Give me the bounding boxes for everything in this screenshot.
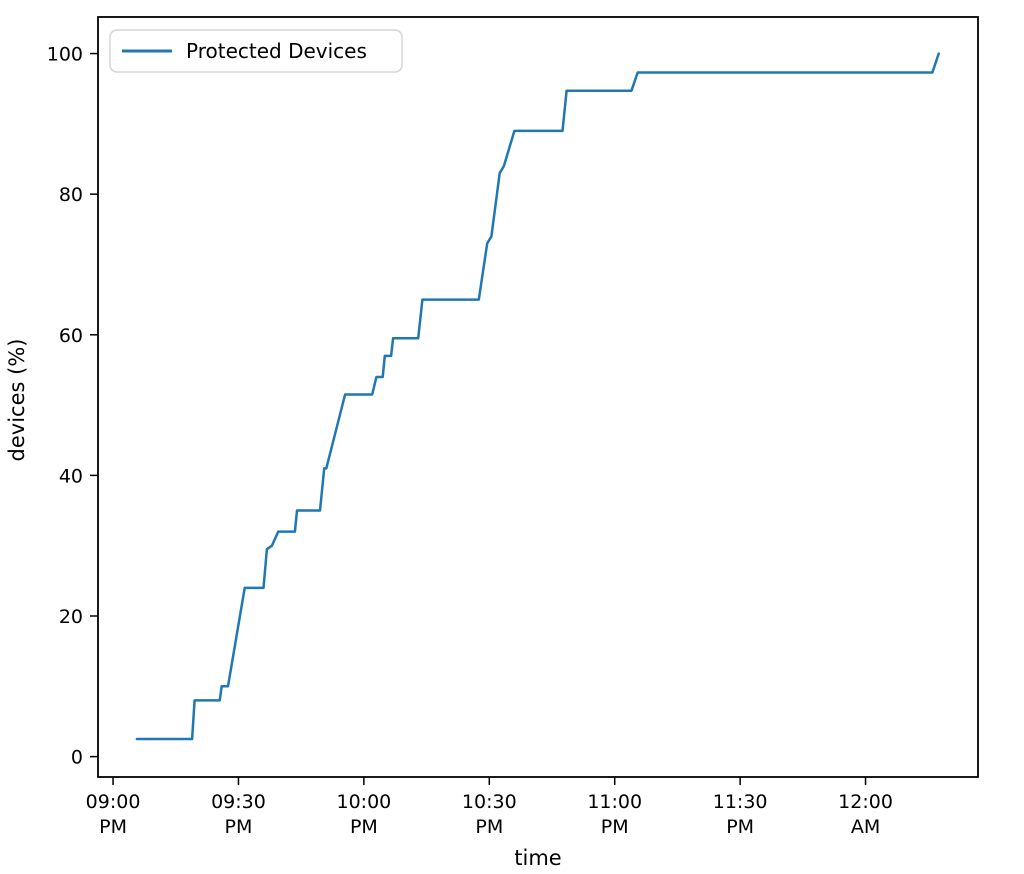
x-tick-label: 11:00 xyxy=(587,791,642,813)
x-tick-label: 11:30 xyxy=(713,791,768,813)
y-tick-label: 40 xyxy=(59,465,83,487)
y-tick-label: 100 xyxy=(47,44,83,66)
axis-ticks: 09:00 PM 09:30 PM 10:00 PM 10:30 PM 11:00 PM 11:30… xyxy=(47,44,893,838)
y-tick-label: 20 xyxy=(59,606,83,628)
x-tick-label-meridiem: PM xyxy=(601,816,629,838)
legend-label: Protected Devices xyxy=(186,39,367,63)
chart-series xyxy=(135,52,940,741)
x-tick-label-meridiem: PM xyxy=(726,816,754,838)
x-axis-title: time xyxy=(514,846,561,870)
y-axis-title: devices (%) xyxy=(5,339,29,462)
y-tick-label: 0 xyxy=(71,747,83,769)
plot-frame xyxy=(97,16,979,778)
x-tick-label: 10:00 xyxy=(336,791,391,813)
x-tick-label: 09:30 xyxy=(211,791,266,813)
series-line-protected-devices xyxy=(135,52,940,741)
y-tick-label: 80 xyxy=(59,184,83,206)
x-tick-label-meridiem: PM xyxy=(475,816,503,838)
y-tick-label: 60 xyxy=(59,325,83,347)
x-tick-label: 10:30 xyxy=(462,791,517,813)
legend: Protected Devices xyxy=(109,29,403,73)
x-tick-label-meridiem: PM xyxy=(225,816,253,838)
x-tick-label-meridiem: PM xyxy=(350,816,378,838)
x-tick-label: 09:00 xyxy=(86,791,141,813)
legend-box xyxy=(109,29,403,73)
x-tick-label-meridiem: PM xyxy=(99,816,127,838)
x-tick-label-meridiem: AM xyxy=(851,816,880,838)
x-tick-label: 12:00 xyxy=(838,791,893,813)
